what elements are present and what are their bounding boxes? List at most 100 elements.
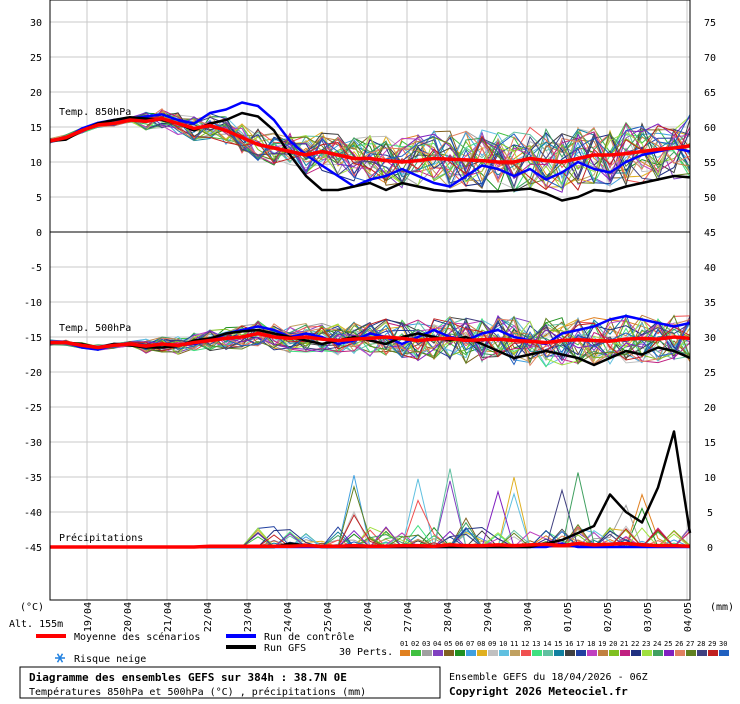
date-tick-label: 30/04 xyxy=(523,602,534,632)
pert-legend-label: 28 xyxy=(697,640,705,648)
pert-legend-swatch xyxy=(719,650,729,656)
pert-legend-label: 21 xyxy=(620,640,628,648)
pert-legend-swatch xyxy=(697,650,707,656)
pert-legend-label: 27 xyxy=(686,640,694,648)
pert-legend-swatch xyxy=(642,650,652,656)
pert-legend-label: 01 xyxy=(400,640,408,648)
legend-mean-label: Moyenne des scénarios xyxy=(74,631,200,643)
right-tick-label: 45 xyxy=(704,228,716,239)
right-tick-label: 5 xyxy=(707,508,713,519)
pert-legend-swatch xyxy=(675,650,685,656)
left-tick-label: 15 xyxy=(30,123,42,134)
pert-legend-label: 18 xyxy=(587,640,595,648)
pert-legend-label: 05 xyxy=(444,640,452,648)
legend-snow-label: Risque neige xyxy=(74,654,146,665)
left-tick-label: -45 xyxy=(24,543,42,554)
series-moyenne-des-sc-narios-pr-cipitations xyxy=(50,541,691,549)
title-box xyxy=(19,666,441,699)
copyright: Copyright 2026 Meteociel.fr xyxy=(449,685,628,698)
pert-legend-label: 25 xyxy=(664,640,672,648)
right-tick-label: 55 xyxy=(704,158,716,169)
pert-legend-label: 04 xyxy=(433,640,441,648)
pert-legend-swatch xyxy=(510,650,520,656)
pert-legend-label: 06 xyxy=(455,640,463,648)
left-tick-label: -40 xyxy=(24,508,42,519)
date-tick-label: 20/04 xyxy=(123,602,134,632)
date-tick-label: 27/04 xyxy=(403,602,414,632)
series-run-gfs-temp-500hpa xyxy=(50,328,691,367)
pert-legend-swatch xyxy=(433,650,443,656)
panel-label-500: Temp. 500hPa xyxy=(59,323,131,334)
pert-legend-label: 10 xyxy=(499,640,507,648)
run-info: Ensemble GEFS du 18/04/2026 - 06Z xyxy=(449,672,648,683)
right-tick-label: 35 xyxy=(704,298,716,309)
pert-legend-swatch xyxy=(532,650,542,656)
pert-legend-swatch xyxy=(488,650,498,656)
pert-legend-swatch xyxy=(686,650,696,656)
ensemble-member-500 xyxy=(49,316,691,366)
pert-legend-label: 13 xyxy=(532,640,540,648)
pert-legend-label: 19 xyxy=(598,640,606,648)
panel-label-850: Temp. 850hPa xyxy=(59,107,131,118)
date-tick-label: 26/04 xyxy=(363,602,374,632)
pert-legend-label: 12 xyxy=(521,640,529,648)
date-tick-label: 02/05 xyxy=(603,602,614,632)
left-tick-label: 0 xyxy=(36,228,42,239)
right-tick-label: 50 xyxy=(704,193,716,204)
legend-control-label: Run de contrôle xyxy=(264,631,354,643)
left-tick-label: 5 xyxy=(36,193,42,204)
pert-legend-label: 02 xyxy=(411,640,419,648)
pert-legend-label: 29 xyxy=(708,640,716,648)
left-tick-label: -25 xyxy=(24,403,42,414)
ensemble-member-precip xyxy=(50,468,690,548)
date-tick-label: 28/04 xyxy=(443,602,454,632)
ensemble-member-precip xyxy=(50,472,690,548)
left-tick-label: 20 xyxy=(30,88,42,99)
left-tick-label: 30 xyxy=(30,18,42,29)
pert-legend-swatch xyxy=(422,650,432,656)
pert-legend-swatch xyxy=(499,650,509,656)
left-tick-label: -20 xyxy=(24,368,42,379)
series-moyenne-des-sc-narios-temp-850hpa xyxy=(49,116,691,164)
pert-legend-swatch xyxy=(400,650,410,656)
pert-legend-label: 24 xyxy=(653,640,661,648)
pert-legend-swatch xyxy=(631,650,641,656)
date-tick-label: 04/05 xyxy=(683,602,694,632)
pert-legend-swatch xyxy=(653,650,663,656)
right-tick-label: 20 xyxy=(704,403,716,414)
pert-legend-label: 26 xyxy=(675,640,683,648)
pert-legend-swatch xyxy=(554,650,564,656)
date-tick-label: 24/04 xyxy=(283,602,294,632)
plot-frame xyxy=(49,0,691,601)
pert-legend-swatch xyxy=(521,650,531,656)
series-run-de-contr-le-temp-850hpa xyxy=(49,101,691,188)
right-tick-label: 65 xyxy=(704,88,716,99)
pert-legend-swatch xyxy=(565,650,575,656)
ensemble-members xyxy=(49,108,691,548)
date-tick-label: 19/04 xyxy=(83,602,94,632)
ensemble-member-850 xyxy=(49,116,691,189)
date-tick-label: 03/05 xyxy=(643,602,654,632)
right-tick-label: 10 xyxy=(704,473,716,484)
left-tick-label: 25 xyxy=(30,53,42,64)
left-tick-label: -30 xyxy=(24,438,42,449)
chart-subtitle: Températures 850hPa et 500hPa (°C) , pré… xyxy=(29,686,366,698)
right-tick-label: 70 xyxy=(704,53,716,64)
ensemble-member-precip xyxy=(50,475,691,548)
pert-legend-swatch xyxy=(664,650,674,656)
pert-legend-swatch xyxy=(609,650,619,656)
pert-legend-swatch xyxy=(598,650,608,656)
main-series xyxy=(49,101,692,549)
pert-legend-label: 20 xyxy=(609,640,617,648)
left-axis-unit: (°C) xyxy=(20,602,44,613)
chart-title: Diagramme des ensembles GEFS sur 384h : … xyxy=(29,671,347,684)
date-tick-label: 25/04 xyxy=(323,602,334,632)
right-tick-label: 60 xyxy=(704,123,716,134)
right-tick-label: 15 xyxy=(704,438,716,449)
ensemble-member-850 xyxy=(49,108,691,190)
pert-legend-swatch xyxy=(708,650,718,656)
legend-gfs-label: Run GFS xyxy=(264,643,306,654)
pert-legend-swatch xyxy=(620,650,630,656)
right-axis-unit: (mm) xyxy=(710,602,734,613)
